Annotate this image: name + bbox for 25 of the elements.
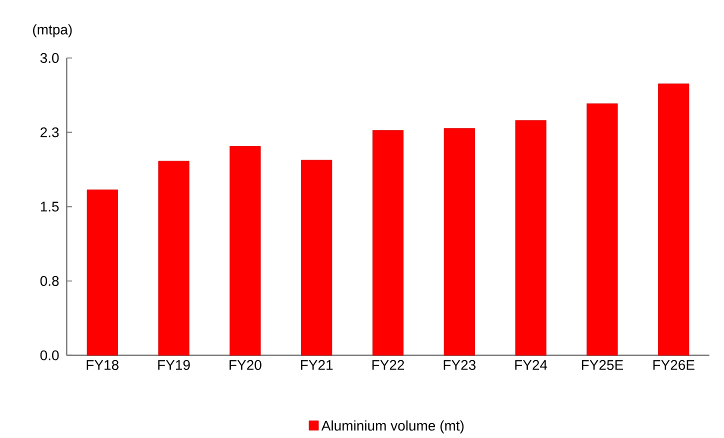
bar (658, 84, 690, 356)
bar (86, 190, 118, 356)
bar (444, 128, 475, 356)
bar (301, 160, 332, 356)
x-tick-label: FY25E (582, 360, 623, 370)
y-tick-label: 1.5 (40, 202, 59, 212)
bar (372, 130, 404, 356)
y-axis-title: (mtpa) (33, 24, 72, 38)
y-tick-label: 0.0 (40, 350, 59, 360)
x-tick-label: FY21 (301, 360, 333, 370)
x-tick-label: FY20 (230, 360, 262, 370)
bar (230, 146, 261, 356)
x-tick-label: FY19 (158, 360, 190, 370)
x-tick-label: FY18 (86, 360, 118, 370)
x-tick-label: FY26E (653, 360, 694, 370)
legend-label: Aluminium volume (mt) (321, 420, 464, 434)
bar (158, 160, 190, 356)
bar (515, 120, 546, 356)
y-tick-label: 3.0 (40, 53, 59, 63)
x-tick-label: FY23 (444, 360, 476, 370)
y-tick-label: 0.8 (40, 276, 59, 286)
x-tick-label: FY24 (515, 360, 548, 370)
x-tick-label: FY22 (372, 360, 404, 370)
y-tick-label: 2.3 (40, 127, 59, 138)
bar (586, 103, 618, 356)
